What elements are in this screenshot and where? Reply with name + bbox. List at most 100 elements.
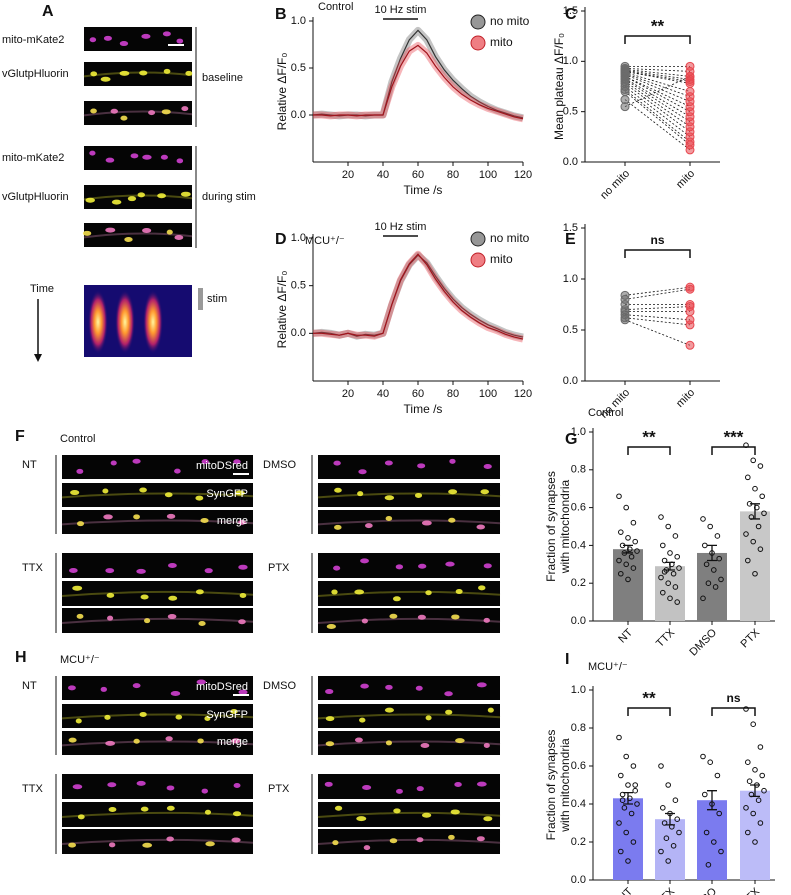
image-spot: [455, 738, 465, 744]
y-tick-label: 0.4: [571, 798, 586, 810]
image-spot: [363, 845, 371, 851]
image-spot: [230, 708, 238, 714]
significance-bracket: [627, 446, 671, 455]
x-tick-label: 120: [514, 388, 532, 400]
significance-bracket: [624, 35, 691, 44]
image-spot: [164, 492, 173, 498]
data-point: [755, 523, 762, 530]
y-tick-label: 0.8: [571, 722, 586, 734]
pair-line: [624, 306, 691, 310]
panel-letter: G: [565, 431, 577, 448]
y-tick-label: 0.5: [291, 280, 306, 292]
data-point: [665, 523, 672, 530]
channel-label: SynGFP: [206, 709, 248, 721]
y-axis-label: with mitochondria: [558, 479, 572, 574]
x-tick-label: DMSO: [687, 885, 719, 895]
image-spot: [100, 686, 107, 692]
image-spot: [415, 685, 423, 691]
error-band: [313, 250, 524, 343]
image-spot: [77, 814, 85, 820]
x-tick-label: no mito: [598, 168, 632, 202]
annotation: 10 Hz stim: [375, 221, 427, 233]
data-point: [618, 570, 624, 577]
image-spot: [75, 718, 82, 724]
data-point: [755, 797, 762, 804]
data-point: [757, 820, 764, 826]
micrograph: [62, 455, 253, 479]
image-spot: [238, 564, 248, 570]
pair-line: [624, 314, 691, 321]
panel-title: MCU⁺/⁻: [60, 654, 100, 666]
data-point: [623, 829, 630, 836]
image-spot: [362, 785, 372, 791]
image-spot: [418, 563, 427, 569]
data-point: [619, 791, 626, 798]
image-spot: [139, 70, 148, 76]
data-point: [628, 553, 635, 560]
micrograph: [84, 27, 192, 51]
dot: [685, 307, 695, 317]
data-point: [750, 810, 757, 817]
y-tick-label: 0.0: [291, 327, 306, 339]
image-spot: [238, 619, 246, 625]
pair-line: [624, 79, 691, 123]
pair-line: [624, 69, 691, 80]
y-axis-label: Fraction of synapses: [544, 471, 558, 582]
image-spot: [142, 154, 152, 160]
image-spot: [76, 521, 85, 527]
x-tick-label: 40: [377, 388, 389, 400]
data-point: [743, 805, 749, 811]
image-spot: [451, 614, 460, 620]
image-spot: [205, 841, 215, 847]
image-spot: [334, 524, 342, 530]
image-spot: [354, 737, 363, 743]
image-spot: [165, 736, 173, 742]
image-spot: [175, 714, 183, 720]
image-spot: [325, 716, 335, 722]
data-point: [750, 721, 757, 728]
condition-label: PTX: [268, 562, 290, 574]
data-point: [674, 599, 681, 605]
bar: [613, 798, 643, 880]
y-tick-label: 0.0: [563, 375, 578, 387]
y-tick-label: 0.8: [571, 464, 586, 476]
y-axis-label: Mean plateau ΔF/F₀: [552, 33, 566, 140]
data-point: [660, 542, 666, 549]
image-spot: [358, 469, 367, 475]
data-point: [658, 574, 664, 581]
image-spot: [421, 520, 432, 526]
image-spot: [204, 568, 213, 574]
dot: [685, 284, 695, 294]
panel-letter: H: [15, 649, 27, 666]
kymograph-signal: [88, 290, 108, 354]
data-point: [632, 538, 639, 545]
data-point: [634, 548, 640, 554]
image-spot: [360, 558, 369, 564]
bar: [613, 549, 643, 621]
bar: [655, 566, 685, 621]
image-spot: [76, 613, 84, 619]
data-point: [759, 772, 766, 779]
image-spot: [137, 192, 146, 198]
image-spot: [185, 70, 193, 76]
panel-letter: B: [275, 6, 287, 23]
neurite: [317, 590, 501, 597]
y-tick-label: 0.5: [291, 62, 306, 74]
data-point: [625, 535, 631, 541]
image-spot: [233, 782, 241, 788]
image-spot: [127, 196, 137, 202]
neurite: [61, 492, 254, 499]
image-spot: [72, 585, 83, 591]
image-spot: [136, 780, 146, 786]
data-point: [658, 514, 664, 520]
micrograph: [62, 774, 253, 799]
channel-label: vGlutpHluorin: [2, 68, 69, 80]
data-point: [757, 546, 764, 552]
neurite: [83, 232, 193, 239]
condition-label: NT: [22, 680, 37, 692]
error-bar: [623, 791, 633, 805]
image-spot: [360, 683, 369, 689]
data-point: [705, 862, 712, 868]
data-point: [702, 791, 708, 798]
image-spot: [354, 589, 365, 595]
